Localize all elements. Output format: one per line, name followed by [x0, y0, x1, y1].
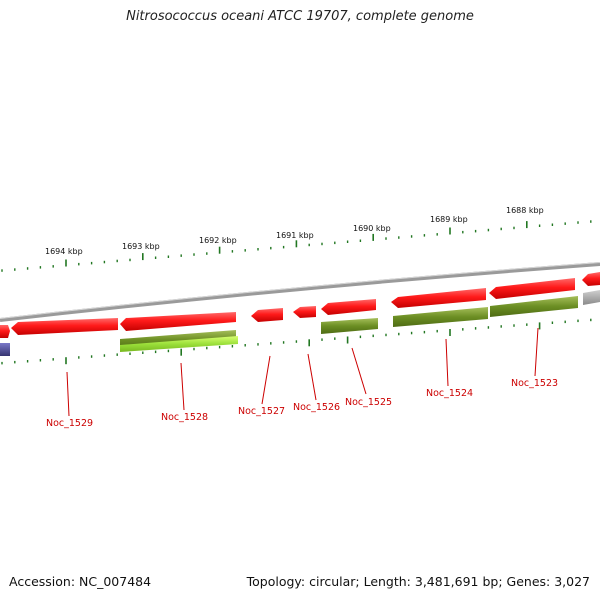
- gene-arrow[interactable]: [11, 318, 118, 335]
- backbone-highlight: [0, 262, 600, 319]
- gene-label[interactable]: Noc_1526: [293, 402, 340, 413]
- genome-summary-text: Topology: circular; Length: 3,481,691 bp…: [246, 574, 590, 589]
- gene-arrow[interactable]: [0, 325, 10, 338]
- kbp-label: 1693 kbp: [122, 242, 160, 251]
- gene-label[interactable]: Noc_1528: [161, 412, 208, 423]
- accession-text: Accession: NC_007484: [9, 574, 152, 589]
- other-feature[interactable]: [0, 343, 10, 356]
- gene-arrow[interactable]: [489, 278, 575, 299]
- gene-arrow[interactable]: [293, 306, 316, 318]
- gene-label[interactable]: Noc_1525: [345, 397, 392, 408]
- gene-arrow[interactable]: [391, 288, 486, 308]
- gene-arrow[interactable]: [120, 312, 236, 331]
- kbp-scale: 1694 kbp 1693 kbp 1692 kbp 1691 kbp 1690…: [45, 206, 544, 256]
- kbp-label: 1689 kbp: [430, 215, 468, 224]
- gene-arrow[interactable]: [490, 296, 578, 317]
- label-leaders: [66, 327, 539, 417]
- kbp-label: 1692 kbp: [199, 236, 237, 245]
- kbp-label: 1690 kbp: [353, 224, 391, 233]
- gene-arrow[interactable]: [321, 318, 378, 334]
- gene-arrow[interactable]: [393, 307, 488, 327]
- gene-arrow[interactable]: [582, 272, 600, 286]
- kbp-label: 1691 kbp: [276, 231, 314, 240]
- map-title: Nitrosococcus oceani ATCC 19707, complet…: [126, 9, 474, 24]
- kbp-label: 1694 kbp: [45, 247, 83, 256]
- rna-feature[interactable]: [120, 336, 238, 352]
- gene-arrow[interactable]: [321, 299, 376, 315]
- forward-strand: [0, 272, 600, 338]
- kbp-label: 1688 kbp: [506, 206, 544, 215]
- genome-backbone: [0, 262, 600, 322]
- gene-labels: Noc_1529 Noc_1528 Noc_1527 Noc_1526 Noc_…: [46, 378, 558, 429]
- gene-label[interactable]: Noc_1524: [426, 388, 473, 399]
- gene-arrow[interactable]: [251, 308, 283, 322]
- gene-label[interactable]: Noc_1527: [238, 406, 285, 417]
- outer-tick-ring: [1, 220, 592, 272]
- gene-label[interactable]: Noc_1529: [46, 418, 93, 429]
- gene-label[interactable]: Noc_1523: [511, 378, 558, 389]
- inner-tick-ring: [1, 318, 592, 365]
- grey-feature[interactable]: [583, 290, 600, 305]
